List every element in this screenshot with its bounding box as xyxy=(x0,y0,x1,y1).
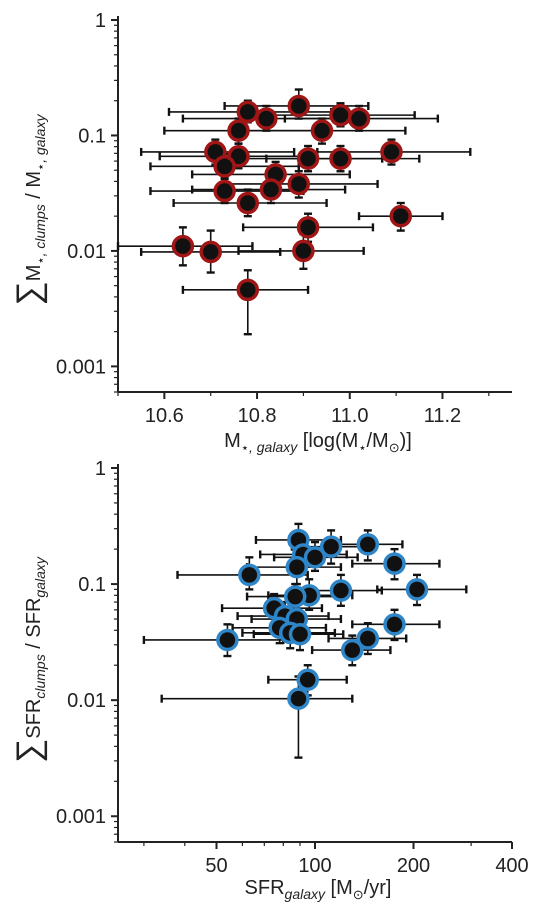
data-point xyxy=(288,622,312,646)
data-point xyxy=(285,555,309,579)
data-point xyxy=(329,103,352,127)
x-axis-label-sun: ⊙ xyxy=(389,440,400,455)
data-point xyxy=(380,140,403,164)
y-tick-label: 0.001 xyxy=(56,806,106,828)
x-tick-label: 400 xyxy=(495,855,528,877)
svg-text:M⋆, galaxy [log(M⋆/M⊙)]: M⋆, galaxy [log(M⋆/M⊙)] xyxy=(224,430,412,455)
data-point xyxy=(255,107,278,130)
svg-text:∑SFRclumps / SFRgalaxy: ∑SFRclumps / SFRgalaxy xyxy=(10,556,48,763)
x-tick-label: 200 xyxy=(397,855,430,877)
data-point xyxy=(341,638,364,662)
data-point xyxy=(199,240,222,264)
y-tick-label: 1 xyxy=(95,458,106,480)
x-tick-label: 50 xyxy=(205,855,227,877)
data-point xyxy=(389,204,413,228)
y-axis-label-sub2: , galaxy xyxy=(32,114,48,163)
data-point xyxy=(287,687,310,710)
data-point xyxy=(259,178,283,201)
y-tick-label: 1 xyxy=(95,10,106,32)
data-point xyxy=(236,191,260,215)
y-axis-label-sub1: , clumps xyxy=(32,204,48,256)
data-point xyxy=(283,585,307,608)
data-point xyxy=(287,172,311,196)
y-axis-label: ∑M⋆, clumps / M⋆, galaxy xyxy=(10,114,48,306)
data-point xyxy=(292,239,315,263)
x-axis-label-main: SFR xyxy=(245,877,285,899)
x-axis-label-unit-open: [log(M xyxy=(297,430,358,452)
y-tick-label: 0.1 xyxy=(78,125,106,147)
y-axis-label-star: ⋆ xyxy=(33,256,48,264)
data-point xyxy=(236,100,260,124)
data-point xyxy=(213,155,236,178)
data-point xyxy=(329,579,353,602)
data-point xyxy=(405,578,429,601)
data-point xyxy=(329,147,352,170)
error-bar xyxy=(160,675,354,759)
y-tick-label: 0.01 xyxy=(67,241,106,263)
x-axis-label-sub: galaxy xyxy=(285,886,326,902)
panel-stellar-mass: ∑M⋆, clumps / M⋆, galaxy M⋆, galaxy [log… xyxy=(10,10,512,455)
data-point xyxy=(310,119,334,142)
x-tick-label: 11.2 xyxy=(424,405,461,427)
data-point xyxy=(171,234,195,258)
y-axis-label-mid: / M xyxy=(23,171,45,204)
y-axis-label-sub1: clumps xyxy=(32,654,48,698)
data-point xyxy=(347,107,371,130)
x-axis-label: SFRgalaxy [M⊙/yr] xyxy=(245,877,392,902)
y-axis-label-star2: ⋆ xyxy=(33,163,48,171)
y-axis-label-mid: / SFR xyxy=(23,598,45,655)
x-axis-label-star: ⋆ xyxy=(241,440,249,455)
data-point xyxy=(383,552,406,575)
y-tick-label: 0.1 xyxy=(78,574,106,596)
data-point xyxy=(238,563,261,587)
y-axis-label-main: M xyxy=(23,265,45,282)
x-tick-label: 10.6 xyxy=(145,405,184,427)
data-point xyxy=(296,668,319,691)
data-point xyxy=(216,628,239,652)
x-axis-label-main: M xyxy=(224,430,241,452)
y-axis-label-sum: ∑ xyxy=(10,281,48,305)
data-point xyxy=(303,546,327,569)
x-tick-label: 11.0 xyxy=(331,405,368,427)
svg-text:SFRgalaxy [M⊙/yr]: SFRgalaxy [M⊙/yr] xyxy=(245,877,392,902)
x-axis-label: M⋆, galaxy [log(M⋆/M⊙)] xyxy=(224,430,412,455)
x-tick-label: 10.8 xyxy=(238,405,277,427)
y-tick-label: 0.001 xyxy=(56,356,106,378)
x-axis-label-unit-mid: /M xyxy=(366,430,388,452)
x-axis-label-sub: , galaxy xyxy=(249,439,298,455)
y-axis-label-main: SFR xyxy=(23,699,45,739)
x-axis-label-unit-star: ⋆ xyxy=(358,440,366,455)
y-axis-label-sum: ∑ xyxy=(10,739,48,763)
x-tick-label: 100 xyxy=(298,855,331,877)
data-point xyxy=(287,94,311,118)
data-point xyxy=(236,278,260,302)
data-point xyxy=(319,535,343,558)
data-point xyxy=(227,119,250,142)
svg-text:∑M⋆, clumps / M⋆, galaxy: ∑M⋆, clumps / M⋆, galaxy xyxy=(10,114,48,306)
data-point xyxy=(296,216,320,239)
y-axis-label: ∑SFRclumps / SFRgalaxy xyxy=(10,556,48,763)
data-point xyxy=(296,147,320,170)
x-axis-label-unit-close: )] xyxy=(400,430,412,452)
data-point xyxy=(356,627,380,650)
data-point xyxy=(383,613,406,636)
y-tick-label: 0.01 xyxy=(67,690,106,712)
y-axis-label-sub2: galaxy xyxy=(32,556,48,597)
data-point xyxy=(213,179,236,203)
x-axis-label-unit-close: /yr] xyxy=(364,877,392,899)
error-bar xyxy=(142,623,285,658)
x-axis-label-sun: ⊙ xyxy=(353,887,364,902)
data-point xyxy=(356,533,380,556)
x-axis-label-unit-open: [M xyxy=(325,877,353,899)
panel-sfr: ∑SFRclumps / SFRgalaxy SFRgalaxy [M⊙/yr]… xyxy=(10,458,529,902)
